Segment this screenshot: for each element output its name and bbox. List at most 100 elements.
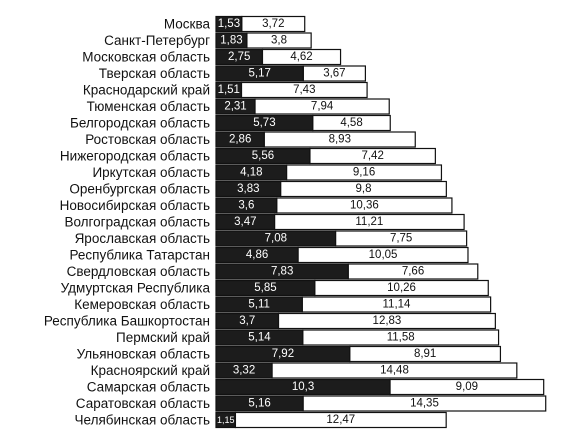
bar-segment [240,81,368,99]
value-label: 1,53 [218,18,240,30]
bar-segment [286,164,443,181]
value-label: 9,16 [353,167,375,179]
value-label: 10,36 [350,200,379,212]
bar-segment [277,312,496,330]
category-label: Ярославская область [75,231,210,246]
value-label: 5,14 [248,332,271,344]
bar-segment [261,48,342,66]
value-label: 3,67 [323,68,345,80]
category-label: Республика Башкортостан [44,314,210,329]
bar-segment [246,32,312,49]
bar-segment [349,345,502,363]
value-label: 11,58 [387,332,415,344]
value-label: 14,35 [410,398,439,410]
bar-segment [276,197,453,214]
category-label: Удмуртская Республика [61,281,211,296]
bar-segment [347,263,479,280]
bar-segment [280,180,447,198]
value-label: 4,18 [240,167,262,179]
value-label: 10,3 [292,381,314,393]
value-label: 7,83 [271,266,293,278]
value-label: 7,75 [390,233,412,245]
value-label: 5,73 [253,117,275,129]
value-label: 7,94 [311,101,334,113]
category-label: Пермский край [116,330,210,345]
category-label: Кемеровская область [74,297,210,312]
category-label: Оренбургская область [69,182,210,197]
value-label: 5,85 [254,282,276,294]
value-label: 9,09 [456,381,478,393]
bar-segment [314,279,489,297]
value-label: 1,15 [217,415,235,425]
value-label: 7,42 [361,150,383,162]
bar-segment [263,131,416,148]
bar-segment [241,15,306,33]
value-label: 3,8 [271,35,287,47]
category-label: Ростовская область [85,132,210,147]
value-label: 7,92 [272,348,294,360]
value-label: 14,48 [380,365,409,377]
category-label: Ульяновская область [77,347,210,362]
value-label: 3,47 [234,216,256,228]
bar-segment [271,362,518,379]
category-label: Санкт-Петербург [104,33,210,48]
value-label: 7,08 [265,233,287,245]
value-label: 5,56 [252,150,274,162]
category-label: Тюменская область [87,99,210,114]
value-label: 3,6 [238,200,254,212]
value-label: 2,31 [224,101,246,113]
value-label: 7,66 [402,266,424,278]
value-label: 4,62 [290,51,312,63]
value-label: 3,32 [233,365,255,377]
category-label: Самарская область [87,380,210,395]
category-label: Республика Татарстан [69,248,210,263]
category-label: Иркутская область [92,165,210,180]
category-label: Московская область [82,50,210,65]
bar-segment [335,230,468,247]
value-label: 3,83 [237,183,259,195]
bar-segment [297,246,469,264]
value-label: 12,83 [373,315,402,327]
value-label: 11,21 [355,216,383,228]
value-label: 9,8 [356,183,372,195]
category-label: Красноярский край [91,363,210,378]
bar-segment [302,65,366,82]
bar-segment [312,114,391,132]
value-label: 5,16 [248,398,270,410]
bar-segment [301,296,492,313]
category-label: Волгоградская область [64,215,210,230]
value-label: 4,58 [340,117,362,129]
value-label: 5,11 [248,299,270,311]
bar-segment [274,213,465,231]
value-label: 3,7 [239,315,255,327]
category-label: Саратовская область [76,396,210,411]
value-label: 10,26 [387,282,416,294]
value-label: 12,47 [326,414,355,426]
value-label: 4,86 [246,249,268,261]
value-label: 3,72 [262,18,284,30]
value-label: 10,05 [369,249,398,261]
bar-segment [389,378,545,396]
value-label: 2,86 [229,134,251,146]
category-label: Нижегородская область [60,149,210,164]
bar-segment [309,147,436,165]
category-label: Челябинская область [75,413,210,428]
bar-segment [302,329,500,346]
category-label: Москва [164,17,211,32]
bar-segment [302,395,547,412]
value-label: 8,91 [414,348,436,360]
value-label: 7,43 [293,84,315,96]
value-label: 11,14 [383,299,412,311]
bar-segment [254,98,390,115]
category-label: Белгородская область [70,116,210,131]
category-label: Новосибирская область [60,198,210,213]
value-label: 1,83 [220,35,242,47]
bar-segment [234,411,447,429]
value-label: 8,93 [329,134,351,146]
value-label: 5,17 [248,68,270,80]
category-label: Тверская область [99,66,210,81]
value-label: 2,75 [228,51,250,63]
value-label: 1,51 [218,84,240,96]
category-label: Краснодарский край [83,83,210,98]
